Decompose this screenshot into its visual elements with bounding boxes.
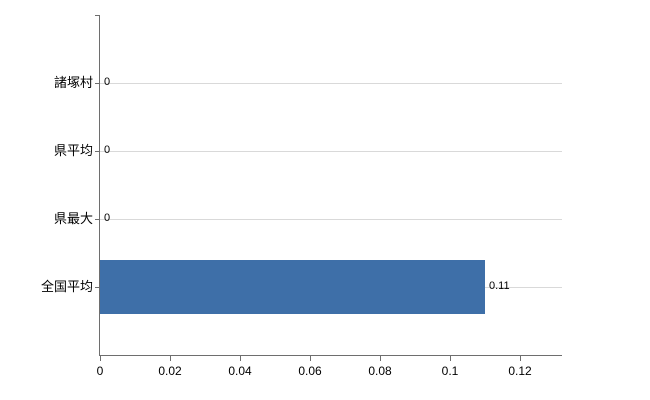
x-axis-tick xyxy=(519,356,521,361)
x-axis-tick xyxy=(99,356,101,361)
x-axis-tick-label: 0.04 xyxy=(228,364,252,378)
bar-value-label: 0 xyxy=(104,212,111,224)
bar-value-label: 0 xyxy=(104,76,111,88)
bar-value-label: 0 xyxy=(104,144,111,156)
y-axis-category-label: 諸塚村 xyxy=(53,75,93,90)
bar xyxy=(100,260,485,314)
y-axis-tick xyxy=(95,82,100,84)
x-axis-tick xyxy=(449,356,451,361)
y-axis-tick xyxy=(95,286,100,288)
gridline xyxy=(100,218,562,220)
y-axis-category-label: 県平均 xyxy=(53,143,93,158)
x-axis-tick xyxy=(239,356,241,361)
x-axis-tick-label: 0.06 xyxy=(298,364,322,378)
bar-value-label: 0.11 xyxy=(489,280,510,292)
y-axis-category-label: 全国平均 xyxy=(40,279,93,294)
x-axis-tick xyxy=(379,356,381,361)
y-axis-tick xyxy=(95,15,100,16)
gridline xyxy=(100,150,562,152)
y-axis-tick xyxy=(95,150,100,152)
y-axis-tick xyxy=(95,218,100,220)
y-axis-category-label: 県最大 xyxy=(53,211,93,226)
x-axis-line xyxy=(99,355,562,356)
x-axis-tick-label: 0.02 xyxy=(158,364,182,378)
x-axis-tick-label: 0.1 xyxy=(441,364,459,378)
x-axis-tick-label: 0.08 xyxy=(368,364,392,378)
gridline xyxy=(100,82,562,84)
x-axis-tick-label: 0 xyxy=(96,364,104,378)
y-axis-line xyxy=(99,15,100,356)
x-axis-tick-label: 0.12 xyxy=(508,364,532,378)
x-axis-tick xyxy=(169,356,171,361)
x-axis-tick xyxy=(309,356,311,361)
